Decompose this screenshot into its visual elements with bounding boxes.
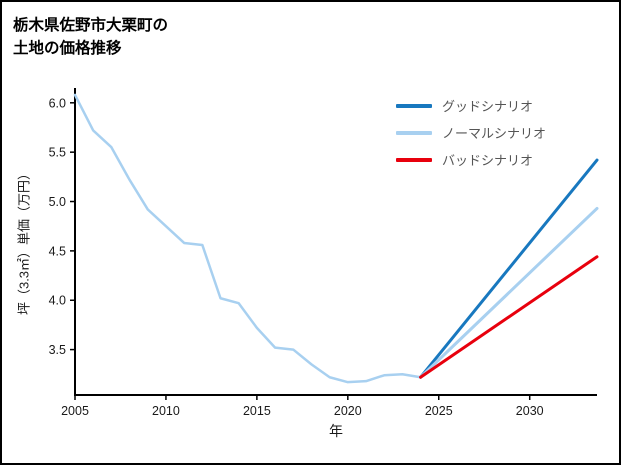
legend-item-normal-scenario: ノーマルシナリオ [396,119,546,146]
chart-title-line-1: 栃木県佐野市大栗町の [13,17,169,34]
legend-label-bad-scenario: バッドシナリオ [442,153,534,168]
svg-text:2010: 2010 [152,404,180,418]
good-scenario-line-icon [396,103,432,108]
chart-title: 栃木県佐野市大栗町の 土地の価格推移 [13,14,168,60]
svg-text:3.5: 3.5 [49,343,66,357]
legend-item-bad-scenario: バッドシナリオ [396,146,546,173]
svg-text:2015: 2015 [243,404,271,418]
svg-text:2005: 2005 [61,404,89,418]
legend-label-good-scenario: グッドシナリオ [442,99,534,114]
svg-text:6.0: 6.0 [49,96,66,110]
normal-scenario-line-icon [396,130,432,135]
svg-text:5.5: 5.5 [49,146,66,160]
chart-legend: グッドシナリオ ノーマルシナリオ バッドシナリオ [396,92,546,173]
y-axis-label: 坪（3.3㎡）単価（万円） [16,166,32,316]
x-axis-label: 年 [329,423,343,439]
chart-title-line-2: 土地の価格推移 [13,40,122,57]
svg-text:2020: 2020 [334,404,362,418]
svg-text:4.0: 4.0 [49,294,66,308]
legend-label-normal-scenario: ノーマルシナリオ [442,126,547,141]
svg-text:2025: 2025 [425,404,453,418]
svg-text:4.5: 4.5 [49,244,66,258]
legend-item-good-scenario: グッドシナリオ [396,92,546,119]
bad-scenario-line-icon [396,157,432,162]
svg-text:5.0: 5.0 [49,195,66,209]
svg-text:2030: 2030 [516,404,544,418]
